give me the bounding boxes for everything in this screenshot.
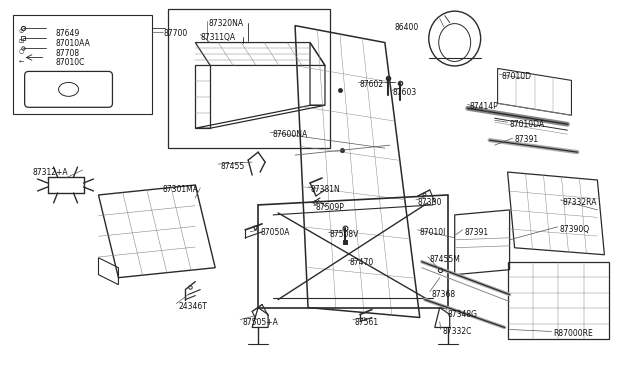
Text: 87390Q: 87390Q	[559, 225, 589, 234]
Text: 87708: 87708	[56, 48, 80, 58]
Text: 873B0: 873B0	[418, 198, 442, 207]
Text: 87649: 87649	[56, 29, 80, 38]
Text: 24346T: 24346T	[179, 302, 207, 311]
Text: 87455M: 87455M	[430, 255, 461, 264]
Text: 86400: 86400	[395, 23, 419, 32]
Text: 87391: 87391	[515, 135, 539, 144]
Text: 87508V: 87508V	[330, 230, 359, 239]
Text: 87301MA: 87301MA	[163, 185, 198, 194]
Text: 87381N: 87381N	[310, 185, 340, 194]
Text: 87320NA: 87320NA	[208, 19, 243, 28]
Text: 87414P: 87414P	[470, 102, 499, 111]
Text: 87050A: 87050A	[260, 228, 290, 237]
Text: 87603: 87603	[393, 89, 417, 97]
Text: ←: ←	[19, 58, 24, 64]
Text: 87470: 87470	[350, 258, 374, 267]
Text: 87600NA: 87600NA	[272, 130, 307, 139]
Text: 87700: 87700	[163, 29, 188, 38]
Text: 87312+A: 87312+A	[33, 168, 68, 177]
Text: 87561: 87561	[355, 318, 379, 327]
Text: ⊡: ⊡	[19, 39, 24, 44]
Text: 87311QA: 87311QA	[200, 33, 236, 42]
Text: 87509P: 87509P	[315, 203, 344, 212]
Text: 87010D: 87010D	[502, 73, 532, 81]
Text: 87332RA: 87332RA	[563, 198, 597, 207]
Bar	[168, 9, 330, 148]
Text: ○: ○	[19, 48, 24, 54]
Text: 87348G: 87348G	[448, 310, 477, 318]
Bar	[13, 15, 152, 114]
Text: 87010AA: 87010AA	[56, 39, 90, 48]
Text: R87000RE: R87000RE	[554, 330, 593, 339]
Text: 87505+A: 87505+A	[242, 318, 278, 327]
Text: 87332C: 87332C	[443, 327, 472, 336]
Text: 87010DA: 87010DA	[509, 120, 545, 129]
Text: 87010I: 87010I	[420, 228, 446, 237]
Text: 87602: 87602	[360, 80, 384, 89]
Text: 87455: 87455	[220, 162, 244, 171]
Text: 87368: 87368	[432, 290, 456, 299]
Text: ⊙: ⊙	[19, 29, 24, 33]
Text: 87391: 87391	[465, 228, 489, 237]
Text: 87010C: 87010C	[56, 58, 85, 67]
